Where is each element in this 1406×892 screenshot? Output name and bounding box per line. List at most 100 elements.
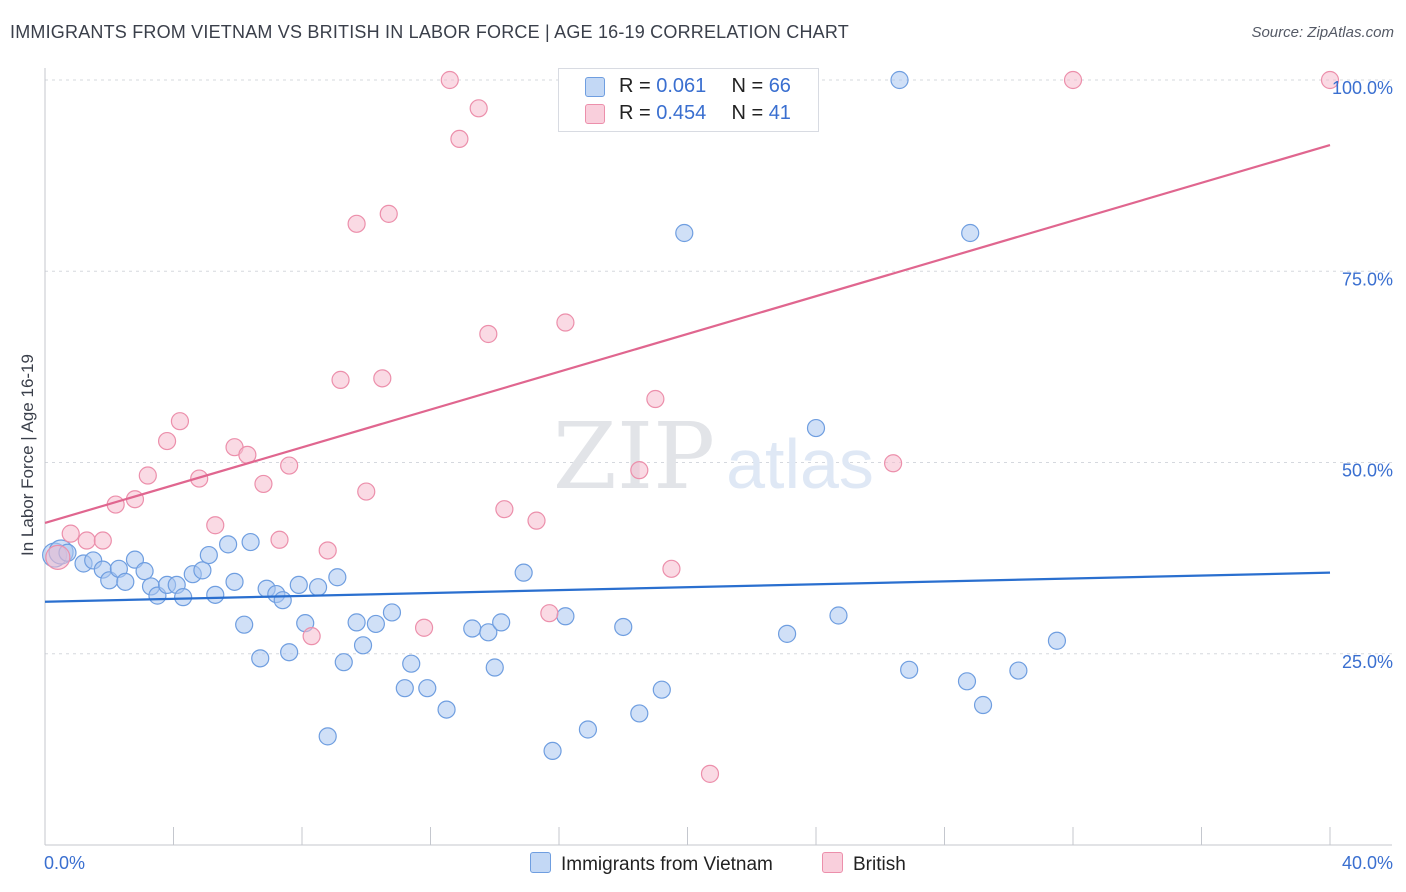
point-british-8 [170, 412, 190, 431]
bottom-legend-swatch-vietnam [530, 852, 551, 873]
point-vietnam-17 [193, 561, 212, 580]
point-vietnam-62 [973, 695, 993, 715]
y-tick-label: 75.0% [1342, 269, 1393, 289]
point-british-20 [357, 482, 376, 501]
source-attribution: Source: ZipAtlas.com [1251, 24, 1394, 41]
point-vietnam-28 [280, 643, 299, 662]
point-vietnam-21 [225, 572, 244, 591]
point-vietnam-32 [318, 727, 337, 746]
point-british-34 [662, 559, 681, 578]
point-british-35 [700, 764, 720, 783]
axes [44, 68, 1392, 846]
point-british-17 [318, 541, 337, 560]
point-vietnam-24 [251, 649, 270, 668]
point-vietnam-46 [492, 613, 511, 632]
y-tick-label: 50.0% [1342, 461, 1393, 481]
point-vietnam-61 [961, 223, 980, 243]
series-british-points [45, 70, 1340, 783]
point-british-37 [883, 454, 903, 473]
point-british-32 [630, 461, 649, 480]
point-british-21 [373, 369, 392, 388]
point-vietnam-41 [418, 679, 437, 698]
point-british-1 [61, 524, 80, 543]
point-vietnam-43 [463, 619, 482, 638]
point-british-13 [254, 474, 273, 494]
point-vietnam-20 [219, 535, 238, 554]
point-vietnam-45 [485, 658, 504, 677]
point-vietnam-18 [199, 545, 218, 565]
point-vietnam-36 [353, 636, 373, 655]
point-vietnam-22 [235, 615, 254, 634]
point-british-29 [527, 511, 546, 530]
legend-r-value: 0.061 [656, 75, 707, 97]
x-tick-label-min: 0.0% [44, 853, 85, 873]
watermark-atlas: atlas [726, 425, 874, 503]
bottom-legend-label-vietnam: Immigrants from Vietnam [561, 854, 773, 875]
bottom-legend-label-british: British [853, 854, 906, 875]
point-british-22 [379, 204, 398, 223]
legend-swatch-british [585, 104, 605, 124]
legend-n-label: N = [731, 75, 764, 97]
point-vietnam-35 [347, 613, 366, 632]
point-vietnam-38 [382, 603, 402, 622]
bottom-legend-vietnam: Immigrants from Vietnam [530, 852, 773, 876]
point-vietnam-42 [437, 700, 456, 719]
watermark-zip: ZIP [553, 403, 715, 510]
legend-r-label: R = [619, 75, 651, 97]
point-vietnam-56 [806, 418, 826, 438]
legend-n-label: N = [731, 102, 764, 124]
point-british-7 [157, 431, 177, 451]
point-british-10 [206, 516, 225, 535]
point-british-14 [270, 530, 289, 549]
legend-r-label: R = [619, 102, 651, 124]
point-vietnam-53 [652, 680, 671, 699]
point-vietnam-57 [829, 606, 848, 625]
y-tick-label: 100.0% [1332, 78, 1393, 98]
legend-n-value: 41 [768, 102, 791, 124]
point-british-2 [77, 531, 96, 550]
point-vietnam-29 [289, 575, 308, 595]
point-british-3 [93, 531, 112, 550]
point-vietnam-44 [479, 623, 498, 642]
point-british-38 [1063, 70, 1083, 90]
point-vietnam-52 [630, 704, 649, 723]
point-vietnam-47 [514, 563, 533, 582]
point-vietnam-34 [334, 653, 353, 672]
series-vietnam-points [42, 70, 1067, 761]
point-vietnam-19 [206, 585, 225, 604]
point-vietnam-15 [174, 588, 193, 607]
point-vietnam-54 [675, 223, 694, 243]
point-british-25 [450, 129, 469, 149]
point-british-0 [45, 544, 71, 570]
point-vietnam-63 [1009, 661, 1028, 680]
legend-r-value: 0.454 [656, 102, 707, 124]
point-british-33 [646, 389, 665, 409]
bottom-legend-swatch-british [822, 852, 843, 873]
x-tick-label-max: 40.0% [1342, 853, 1393, 873]
grid-lines [45, 79, 1392, 655]
point-vietnam-39 [395, 679, 414, 698]
trend-line-vietnam [44, 571, 1331, 603]
point-british-31 [556, 313, 575, 332]
point-british-30 [540, 604, 559, 623]
point-british-23 [414, 618, 434, 637]
trend-lines [44, 143, 1331, 603]
point-british-16 [302, 627, 321, 646]
point-vietnam-10 [135, 562, 154, 581]
trend-line-british [44, 143, 1331, 524]
legend-swatch-vietnam [585, 77, 605, 97]
point-vietnam-64 [1047, 631, 1067, 650]
point-vietnam-60 [957, 672, 977, 691]
point-vietnam-40 [402, 654, 421, 673]
point-vietnam-31 [308, 578, 328, 597]
point-british-39 [1320, 70, 1340, 90]
point-british-18 [331, 370, 350, 389]
point-british-28 [495, 500, 514, 519]
legend-n-value: 66 [768, 75, 791, 97]
point-vietnam-50 [578, 720, 598, 739]
point-british-24 [440, 70, 459, 90]
chart-title: IMMIGRANTS FROM VIETNAM VS BRITISH IN LA… [10, 22, 849, 42]
point-vietnam-48 [543, 741, 562, 761]
point-british-6 [138, 466, 157, 485]
